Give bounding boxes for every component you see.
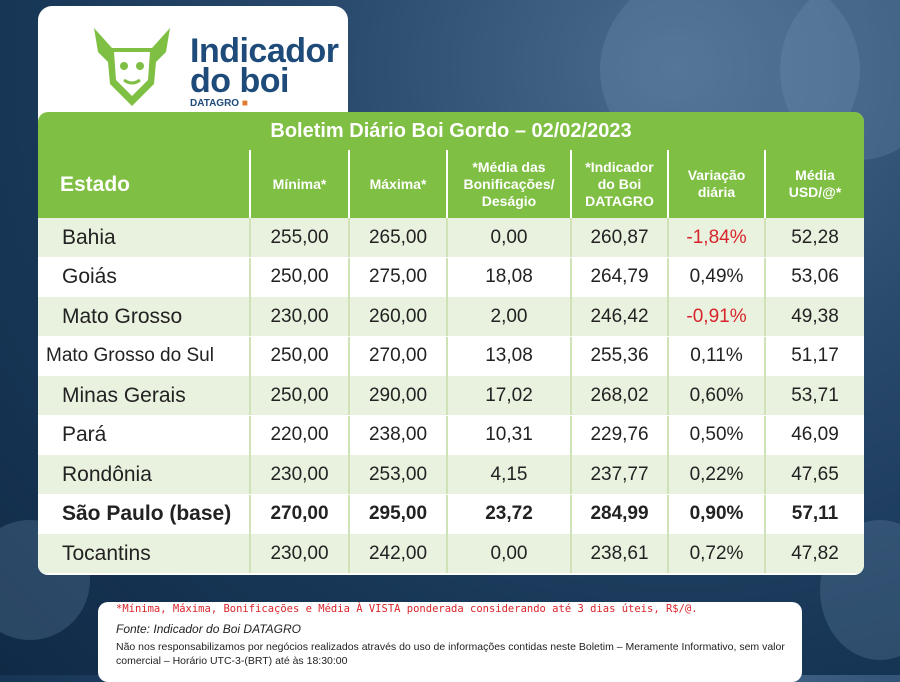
cell-minima: 255,00 <box>249 218 348 257</box>
cell-usd: 53,71 <box>764 376 864 415</box>
cell-usd: 46,09 <box>764 415 864 455</box>
cell-variacao: -0,91% <box>667 297 764 336</box>
cell-variacao: 0,60% <box>667 376 764 415</box>
cell-maxima: 238,00 <box>348 415 446 455</box>
table-header-row: Estado Mínima* Máxima* *Média das Bonifi… <box>38 150 864 218</box>
cell-indicador: 268,02 <box>570 376 667 415</box>
cell-maxima: 242,00 <box>348 534 446 573</box>
cell-variacao: 0,22% <box>667 455 764 494</box>
cell-indicador: 246,42 <box>570 297 667 336</box>
table-row: Mato Grosso 230,00 260,00 2,00 246,42 -0,91% 4… <box>38 297 864 336</box>
cell-usd: 47,82 <box>764 534 864 573</box>
cell-estado: São Paulo (base) <box>62 502 232 525</box>
cell-maxima: 290,00 <box>348 376 446 415</box>
table-row: Goiás 250,00 275,00 18,08 264,79 0,49% 53,06 <box>38 257 864 297</box>
logo-title-line2: do boi <box>190 62 289 100</box>
cell-indicador: 260,87 <box>570 218 667 257</box>
table-row: Rondônia 230,00 253,00 4,15 237,77 0,22% 47,65 <box>38 455 864 494</box>
cell-variacao: 0,49% <box>667 257 764 297</box>
cell-estado: Pará <box>62 423 107 446</box>
header-variacao: Variação diária <box>667 150 764 218</box>
cell-usd: 51,17 <box>764 336 864 376</box>
cell-estado: Rondônia <box>62 462 152 486</box>
header-estado: Estado <box>60 172 131 196</box>
logo-card: Indicador do boi DATAGRO ■ <box>38 6 348 126</box>
cell-indicador: 229,76 <box>570 415 667 455</box>
cell-usd: 52,28 <box>764 218 864 257</box>
cell-minima: 250,00 <box>249 376 348 415</box>
cell-bonif: 13,08 <box>446 336 570 376</box>
cell-maxima: 265,00 <box>348 218 446 257</box>
header-bonificacoes: *Média das Bonificações/ Deságio <box>446 150 570 218</box>
cell-usd: 49,38 <box>764 297 864 336</box>
cell-usd: 57,11 <box>764 494 864 534</box>
bulletin-table: Boletim Diário Boi Gordo – 02/02/2023 Es… <box>38 112 864 575</box>
cell-maxima: 275,00 <box>348 257 446 297</box>
cell-indicador: 238,61 <box>570 534 667 573</box>
bull-head-logo-icon <box>94 28 170 106</box>
cell-variacao: 0,11% <box>667 336 764 376</box>
cell-minima: 220,00 <box>249 415 348 455</box>
cell-estado: Minas Gerais <box>62 383 186 407</box>
cell-bonif: 10,31 <box>446 415 570 455</box>
bulletin-title: Boletim Diário Boi Gordo – 02/02/2023 <box>38 112 864 150</box>
cell-bonif: 4,15 <box>446 455 570 494</box>
table-row: Tocantins 230,00 242,00 0,00 238,61 0,72% 47,8… <box>38 534 864 573</box>
cell-bonif: 0,00 <box>446 218 570 257</box>
cell-variacao: 0,72% <box>667 534 764 573</box>
table-row: Mato Grosso do Sul 250,00 270,00 13,08 255,3… <box>38 336 864 376</box>
cell-bonif: 2,00 <box>446 297 570 336</box>
cell-estado: Mato Grosso <box>62 304 183 328</box>
header-indicador: *Indicador do Boi DATAGRO <box>570 150 667 218</box>
footer-note: *Mínima, Máxima, Bonificações e Média À … <box>116 603 698 615</box>
cell-minima: 250,00 <box>249 336 348 376</box>
cell-bonif: 0,00 <box>446 534 570 573</box>
table-row: Pará 220,00 238,00 10,31 229,76 0,50% 46,09 <box>38 415 864 455</box>
cell-variacao: -1,84% <box>667 218 764 257</box>
header-minima: Mínima* <box>249 150 348 218</box>
cell-usd: 47,65 <box>764 455 864 494</box>
logo-cube-icon: ■ <box>241 98 248 109</box>
footer-notes: *Mínima, Máxima, Bonificações e Média À … <box>98 602 802 682</box>
cell-estado: Goiás <box>62 265 117 288</box>
cell-minima: 270,00 <box>249 494 348 534</box>
cell-maxima: 270,00 <box>348 336 446 376</box>
cell-minima: 250,00 <box>249 257 348 297</box>
cell-estado: Mato Grosso do Sul <box>46 345 214 366</box>
cell-minima: 230,00 <box>249 455 348 494</box>
header-maxima: Máxima* <box>348 150 446 218</box>
cell-indicador: 264,79 <box>570 257 667 297</box>
cell-estado: Bahia <box>62 225 116 249</box>
cell-bonif: 17,02 <box>446 376 570 415</box>
table-row: Minas Gerais 250,00 290,00 17,02 268,02 0,60%… <box>38 376 864 415</box>
footer-disclaimer: Não nos responsabilizamos por negócios r… <box>116 641 785 667</box>
cell-indicador: 237,77 <box>570 455 667 494</box>
cell-maxima: 260,00 <box>348 297 446 336</box>
cell-usd: 53,06 <box>764 257 864 297</box>
header-usd: Média USD/@* <box>764 150 864 218</box>
cell-estado: Tocantins <box>62 541 151 565</box>
cell-maxima: 295,00 <box>348 494 446 534</box>
table-row: São Paulo (base) 270,00 295,00 23,72 284,99 0… <box>38 494 864 534</box>
cell-variacao: 0,50% <box>667 415 764 455</box>
cell-minima: 230,00 <box>249 297 348 336</box>
cell-variacao: 0,90% <box>667 494 764 534</box>
logo-title-line1: Indicador <box>190 32 339 70</box>
footer-source: Fonte: Indicador do Boi DATAGRO <box>116 622 301 636</box>
cell-indicador: 284,99 <box>570 494 667 534</box>
logo-subtitle: DATAGRO ■ <box>190 98 248 109</box>
cell-indicador: 255,36 <box>570 336 667 376</box>
table-row: Bahia 255,00 265,00 0,00 260,87 -1,84% 52,28 <box>38 218 864 257</box>
cell-bonif: 18,08 <box>446 257 570 297</box>
cell-bonif: 23,72 <box>446 494 570 534</box>
cell-minima: 230,00 <box>249 534 348 573</box>
cell-maxima: 253,00 <box>348 455 446 494</box>
